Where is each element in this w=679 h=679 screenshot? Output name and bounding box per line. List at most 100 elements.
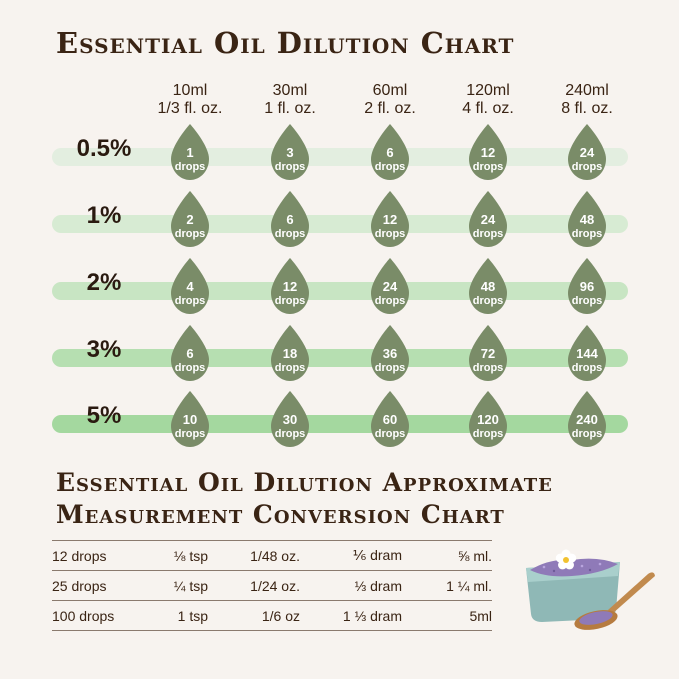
cell-tsp: 1 tsp	[152, 600, 208, 631]
dilution-percent-label: 1%	[86, 202, 122, 229]
drop-icon: 4 drops	[168, 257, 212, 315]
drop-unit-label: drops	[374, 362, 406, 374]
drop-unit-label: drops	[571, 228, 603, 240]
dilution-percent-label: 0.5%	[76, 135, 132, 162]
drop-unit-label: drops	[374, 428, 406, 440]
drop-count: 72	[480, 346, 496, 361]
drop-unit-label: drops	[571, 428, 603, 440]
drop-unit-label: drops	[472, 161, 504, 173]
drop-count: 10	[182, 412, 198, 427]
drop-icon: 6 drops	[168, 324, 212, 382]
drop-icon: 1 drops	[168, 123, 212, 181]
table-row: 12 drops ⅛ tsp 1/48 oz. ⅙ dram ⅝ ml.	[52, 540, 492, 571]
drop-unit-label: drops	[174, 295, 206, 307]
drop-icon: 96 drops	[565, 257, 609, 315]
column-header-ml: 120ml	[466, 82, 510, 99]
conversion-title-line2: Measurement Conversion Chart	[56, 500, 505, 529]
drop-icon: 10 drops	[168, 390, 212, 448]
drop-count: 24	[579, 145, 595, 160]
drop-unit-label: drops	[274, 228, 306, 240]
drop-unit-label: drops	[274, 161, 306, 173]
table-row: 100 drops 1 tsp 1/6 oz 1 ⅓ dram 5ml	[52, 600, 492, 631]
chart-title: Essential Oil Dilution Chart	[56, 26, 515, 60]
lavender-bowl-illustration	[520, 540, 660, 635]
drop-icon: 12 drops	[368, 190, 412, 248]
drop-count: 6	[186, 346, 194, 361]
drop-icon: 12 drops	[466, 123, 510, 181]
cell-oz: 1/24 oz.	[208, 570, 300, 601]
drop-icon: 48 drops	[466, 257, 510, 315]
column-header-oz: 2 fl. oz.	[364, 100, 416, 117]
drop-icon: 72 drops	[466, 324, 510, 382]
drop-unit-label: drops	[374, 228, 406, 240]
drop-count: 36	[382, 346, 398, 361]
drop-count: 144	[576, 346, 598, 361]
drop-count: 12	[282, 279, 298, 294]
drop-count: 120	[477, 412, 499, 427]
drop-count: 48	[579, 212, 595, 227]
drop-icon: 60 drops	[368, 390, 412, 448]
drop-count: 48	[480, 279, 496, 294]
conversion-title-line1: Essential Oil Dilution Approximate	[56, 468, 553, 497]
drop-icon: 36 drops	[368, 324, 412, 382]
drop-icon: 48 drops	[565, 190, 609, 248]
cell-ml: ⅝ ml.	[402, 540, 492, 571]
cell-drops: 12 drops	[52, 540, 152, 571]
drop-icon: 30 drops	[268, 390, 312, 448]
drop-unit-label: drops	[274, 295, 306, 307]
drop-count: 3	[286, 145, 294, 160]
column-header-oz: 1/3 fl. oz.	[157, 100, 223, 117]
cell-ml: 5ml	[402, 600, 492, 631]
drop-count: 240	[576, 412, 598, 427]
drop-icon: 24 drops	[466, 190, 510, 248]
drop-count: 4	[186, 279, 194, 294]
drop-count: 6	[386, 145, 394, 160]
drop-unit-label: drops	[274, 428, 306, 440]
drop-icon: 6 drops	[268, 190, 312, 248]
column-header-60ml: 60ml 2 fl. oz.	[340, 82, 440, 118]
drop-count: 96	[579, 279, 595, 294]
drop-icon: 3 drops	[268, 123, 312, 181]
drop-unit-label: drops	[571, 362, 603, 374]
drop-icon: 240 drops	[565, 390, 609, 448]
cell-dram: ⅓ dram	[300, 570, 402, 601]
cell-oz: 1/6 oz	[208, 600, 300, 631]
drop-icon: 12 drops	[268, 257, 312, 315]
cell-tsp: ¼ tsp	[152, 570, 208, 601]
drop-icon: 120 drops	[466, 390, 510, 448]
drop-count: 12	[382, 212, 398, 227]
drop-count: 24	[480, 212, 496, 227]
cell-tsp: ⅛ tsp	[152, 540, 208, 571]
column-header-ml: 10ml	[172, 82, 208, 99]
drop-unit-label: drops	[571, 161, 603, 173]
dilution-percent-label: 5%	[86, 402, 122, 429]
drop-icon: 6 drops	[368, 123, 412, 181]
column-header-ml: 240ml	[565, 82, 609, 99]
cell-oz: 1/48 oz.	[208, 540, 300, 571]
drop-unit-label: drops	[274, 362, 306, 374]
cell-dram: ⅙ dram	[300, 540, 402, 571]
drop-unit-label: drops	[571, 295, 603, 307]
drop-icon: 24 drops	[368, 257, 412, 315]
cell-drops: 25 drops	[52, 570, 152, 601]
column-header-oz: 4 fl. oz.	[462, 100, 514, 117]
conversion-table: 12 drops ⅛ tsp 1/48 oz. ⅙ dram ⅝ ml. 25 …	[52, 540, 492, 631]
drop-count: 1	[186, 145, 194, 160]
drop-count: 24	[382, 279, 398, 294]
column-header-10ml: 10ml 1/3 fl. oz.	[140, 82, 240, 118]
drop-icon: 144 drops	[565, 324, 609, 382]
drop-icon: 2 drops	[168, 190, 212, 248]
column-header-oz: 8 fl. oz.	[561, 100, 613, 117]
column-header-ml: 60ml	[372, 82, 408, 99]
drop-count: 60	[382, 412, 398, 427]
dilution-percent-label: 2%	[86, 269, 122, 296]
drop-unit-label: drops	[174, 362, 206, 374]
column-header-120ml: 120ml 4 fl. oz.	[438, 82, 538, 118]
drop-count: 12	[480, 145, 496, 160]
table-row: 25 drops ¼ tsp 1/24 oz. ⅓ dram 1 ¼ ml.	[52, 570, 492, 601]
drop-unit-label: drops	[472, 362, 504, 374]
drop-unit-label: drops	[174, 428, 206, 440]
drop-unit-label: drops	[374, 161, 406, 173]
drop-count: 18	[282, 346, 298, 361]
drop-unit-label: drops	[174, 161, 206, 173]
